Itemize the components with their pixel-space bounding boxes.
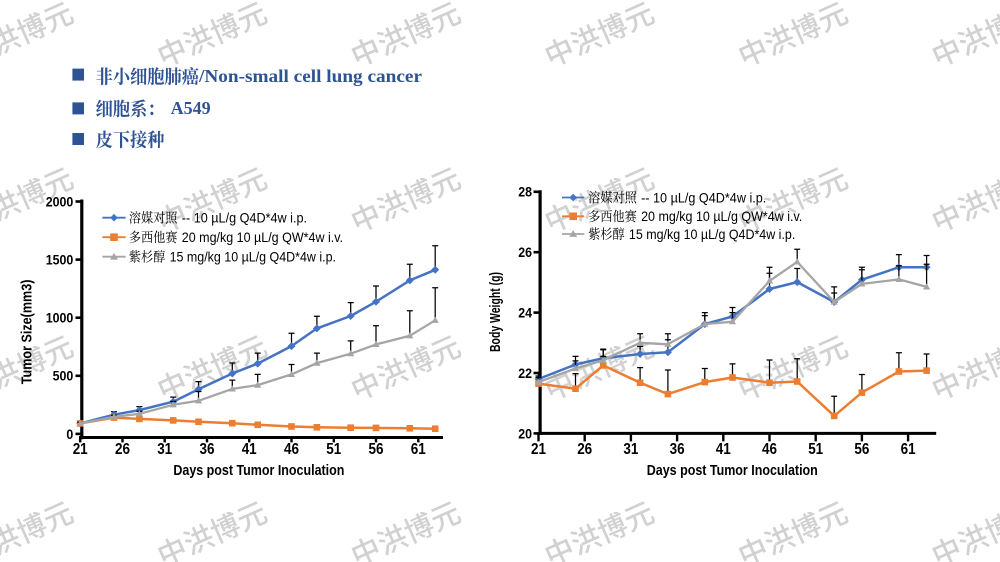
svg-text:41: 41 xyxy=(716,441,731,458)
svg-text:20 mg/kg 10 µL/g QW*4w i.v.: 20 mg/kg 10 µL/g QW*4w i.v. xyxy=(182,230,343,245)
svg-text:36: 36 xyxy=(670,441,685,458)
svg-text:26: 26 xyxy=(577,441,592,458)
svg-text:61: 61 xyxy=(411,441,426,458)
svg-text:56: 56 xyxy=(854,441,869,458)
svg-text:51: 51 xyxy=(326,441,341,458)
svg-text:56: 56 xyxy=(369,441,384,458)
svg-text:26: 26 xyxy=(115,441,130,458)
svg-text:Days post Tumor Inoculation: Days post Tumor Inoculation xyxy=(647,462,818,479)
svg-text:28: 28 xyxy=(518,185,532,200)
svg-text:0: 0 xyxy=(66,427,73,442)
svg-text:Days post Tumor Inoculation: Days post Tumor Inoculation xyxy=(173,462,344,479)
svg-text:31: 31 xyxy=(623,441,638,458)
svg-text:500: 500 xyxy=(53,369,74,384)
svg-text:1000: 1000 xyxy=(46,311,74,326)
svg-text:46: 46 xyxy=(284,441,299,458)
svg-text:20: 20 xyxy=(518,426,532,441)
svg-text:2000: 2000 xyxy=(46,194,74,209)
svg-text:51: 51 xyxy=(808,441,823,458)
svg-text:61: 61 xyxy=(901,441,916,458)
svg-text:Tumor Size(mm3): Tumor Size(mm3) xyxy=(19,280,36,385)
svg-text:15 mg/kg 10 µL/g Q4D*4w i.p.: 15 mg/kg 10 µL/g Q4D*4w i.p. xyxy=(170,250,336,265)
svg-text:-- 10 µL/g Q4D*4w i.p.: -- 10 µL/g Q4D*4w i.p. xyxy=(182,211,307,226)
svg-text:15 mg/kg 10 µL/g Q4D*4w i.p.: 15 mg/kg 10 µL/g Q4D*4w i.p. xyxy=(629,227,795,242)
svg-text:31: 31 xyxy=(157,441,172,458)
svg-text:20 mg/kg 10 µL/g QW*4w i.v.: 20 mg/kg 10 µL/g QW*4w i.v. xyxy=(641,209,802,224)
svg-text:21: 21 xyxy=(73,441,88,458)
svg-text:1500: 1500 xyxy=(46,253,74,268)
svg-text:41: 41 xyxy=(242,441,257,458)
svg-text:/Non-small cell lung cancer: /Non-small cell lung cancer xyxy=(198,66,422,86)
svg-text:36: 36 xyxy=(200,441,215,458)
svg-text:46: 46 xyxy=(762,441,777,458)
svg-text:26: 26 xyxy=(518,245,532,260)
svg-text:A549: A549 xyxy=(171,98,211,118)
svg-text:21: 21 xyxy=(531,441,546,458)
svg-text:22: 22 xyxy=(518,366,532,381)
svg-text:24: 24 xyxy=(518,306,532,321)
svg-text:-- 10 µL/g Q4D*4w i.p.: -- 10 µL/g Q4D*4w i.p. xyxy=(641,190,766,205)
svg-text:Body Weight (g): Body Weight (g) xyxy=(487,272,504,352)
